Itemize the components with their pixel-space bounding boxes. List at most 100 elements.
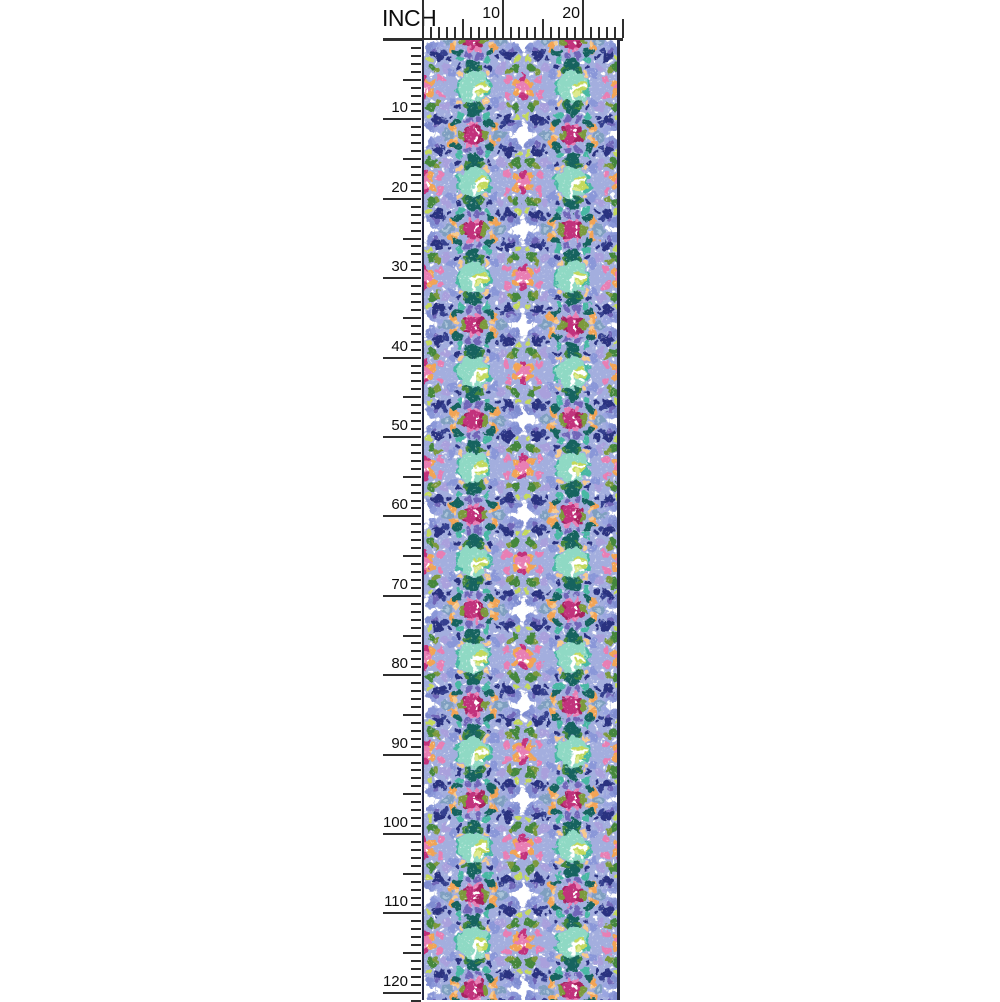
v-ruler-tick [411,809,421,812]
h-ruler-tick [454,27,456,38]
v-ruler-tick [411,840,421,843]
v-ruler-tick [411,920,421,923]
v-ruler-tick [411,690,421,693]
h-ruler-tick [566,27,568,38]
v-ruler-tick [383,991,421,994]
v-ruler-tick [411,173,421,176]
v-ruler-tick [383,197,421,200]
h-ruler-tick [470,27,472,38]
v-ruler-tick [411,301,421,304]
v-ruler-tick [411,523,421,526]
v-ruler-tick [411,86,421,89]
v-ruler-tick [411,626,421,629]
v-ruler-tick [411,181,421,184]
v-ruler-tick [411,269,421,272]
v-ruler-tick [403,793,421,796]
v-ruler-tick [411,896,421,899]
v-ruler-tick [411,54,421,57]
v-ruler-tick [411,467,421,470]
v-ruler-label: 50 [391,417,408,434]
v-ruler-tick [411,253,421,256]
h-ruler-tick [478,27,480,38]
v-ruler-tick [411,245,421,248]
v-ruler-tick [411,404,421,407]
v-ruler-tick [411,102,421,105]
v-ruler-tick [411,960,421,963]
v-ruler-tick [411,729,421,732]
v-ruler-tick [403,396,421,399]
h-ruler-tick [446,27,448,38]
v-ruler-tick [411,578,421,581]
v-ruler-tick [411,999,421,1002]
v-ruler-tick [411,285,421,288]
h-ruler-tick [550,27,552,38]
v-ruler-label: 90 [391,734,408,752]
v-ruler-label: 80 [391,655,408,673]
v-ruler-tick [411,539,421,542]
h-ruler-tick [518,27,520,38]
v-ruler-tick [411,967,421,970]
v-ruler-tick [383,594,421,597]
v-ruler-tick [383,356,421,359]
h-ruler-tick [462,19,464,38]
v-ruler-tick [411,944,421,947]
h-ruler-tick [486,27,488,38]
v-ruler-tick [411,126,421,129]
v-ruler-tick [411,650,421,653]
v-ruler-tick [411,983,421,986]
v-ruler-tick [411,769,421,772]
h-ruler-tick [542,19,544,38]
v-ruler-tick [411,618,421,621]
h-ruler-tick [494,27,496,38]
v-ruler-tick [383,515,421,518]
h-ruler-tick [430,27,432,38]
v-ruler-tick [411,150,421,153]
v-ruler-tick [403,237,421,240]
v-ruler-tick [411,761,421,764]
v-ruler-tick [411,499,421,502]
v-ruler-tick [411,666,421,669]
v-ruler-tick [411,658,421,661]
h-ruler-tick [614,27,616,38]
v-ruler-label: 60 [391,496,408,514]
v-ruler-tick [411,547,421,550]
v-ruler-tick [403,872,421,875]
v-ruler-tick [411,642,421,645]
v-ruler-tick [411,975,421,978]
v-ruler-tick [411,348,421,351]
v-ruler-tick [411,205,421,208]
v-ruler-tick [411,189,421,192]
v-ruler-tick [411,62,421,65]
v-ruler-label: 120 [382,972,408,990]
v-ruler-tick [411,563,421,566]
v-ruler-tick [411,483,421,486]
v-ruler-tick [411,698,421,701]
v-ruler-tick [411,443,421,446]
v-ruler-tick [411,70,421,73]
v-ruler-tick [411,213,421,216]
v-ruler-tick [411,221,421,224]
h-ruler-tick [590,27,592,38]
v-ruler-tick [411,682,421,685]
v-ruler-tick [411,856,421,859]
v-ruler-tick [411,928,421,931]
v-ruler-tick [411,602,421,605]
v-ruler-tick [403,316,421,319]
v-ruler-tick [411,864,421,867]
v-ruler-tick [411,491,421,494]
v-ruler-tick [411,817,421,820]
v-ruler-tick [411,110,421,113]
v-ruler-tick [403,634,421,637]
v-ruler-tick [383,833,421,835]
v-ruler-label: 30 [391,258,408,276]
v-ruler-tick [403,158,421,161]
v-ruler-tick [411,420,421,423]
v-ruler-tick [411,777,421,780]
v-ruler-tick [411,785,421,788]
v-ruler-tick [411,904,421,907]
v-ruler-tick [411,451,421,454]
v-ruler-tick [411,308,421,311]
v-ruler-tick [411,801,421,804]
v-ruler-tick [411,428,421,431]
